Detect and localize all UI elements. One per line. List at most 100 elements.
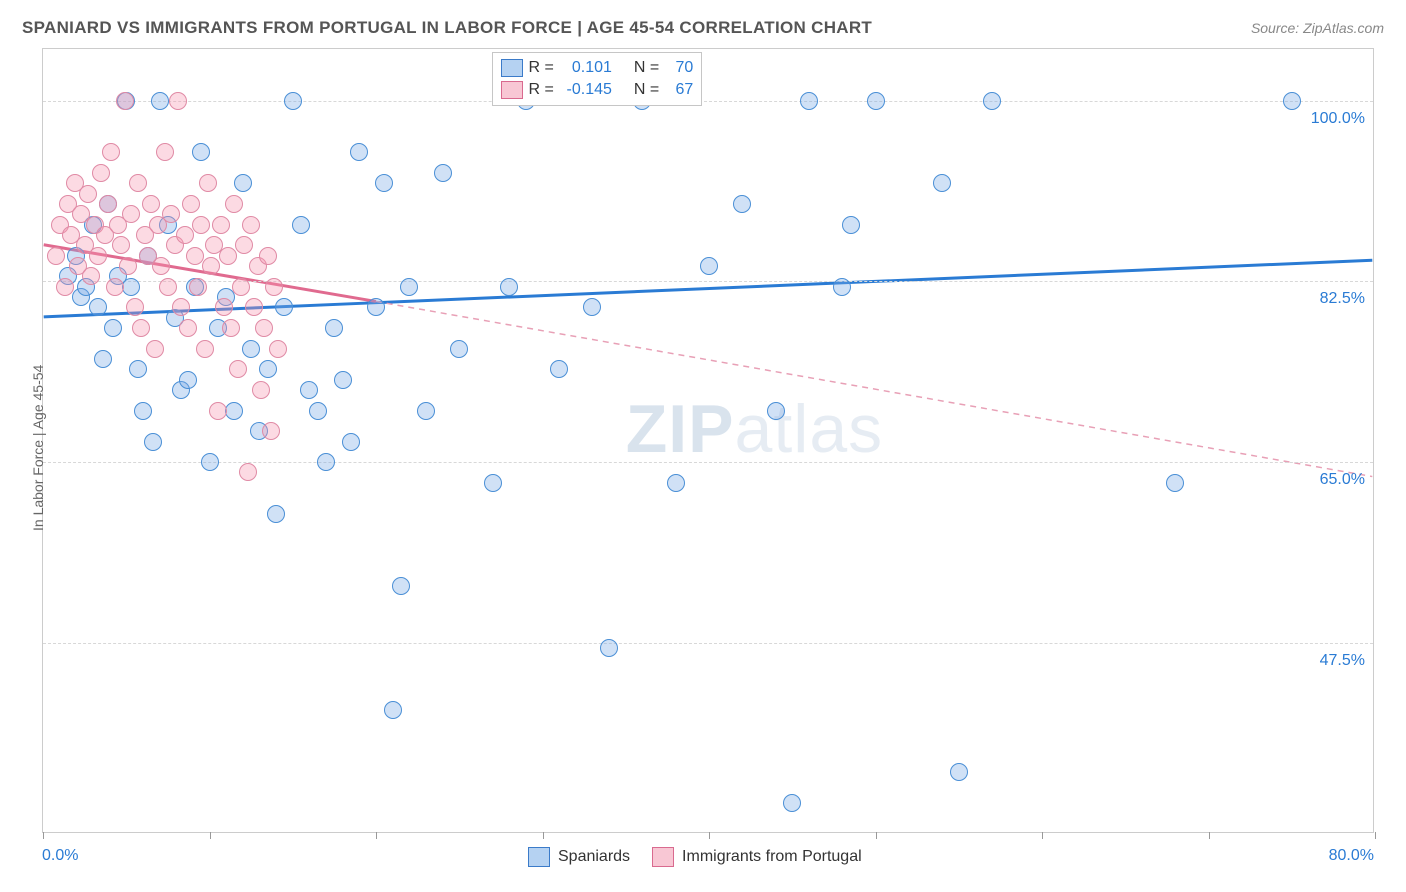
data-point xyxy=(102,143,120,161)
series-legend-item: Spaniards xyxy=(528,847,630,867)
data-point xyxy=(169,92,187,110)
data-point xyxy=(144,433,162,451)
data-point xyxy=(56,278,74,296)
data-point xyxy=(122,205,140,223)
data-point xyxy=(112,236,130,254)
data-point xyxy=(375,174,393,192)
grid-line xyxy=(43,462,1373,463)
data-point xyxy=(134,402,152,420)
y-tick-label: 47.5% xyxy=(1320,652,1365,670)
data-point xyxy=(119,257,137,275)
source-text: Source: ZipAtlas.com xyxy=(1251,20,1384,36)
data-point xyxy=(317,453,335,471)
data-point xyxy=(583,298,601,316)
data-point xyxy=(225,402,243,420)
data-point xyxy=(500,278,518,296)
data-point xyxy=(1283,92,1301,110)
trend-lines xyxy=(43,49,1373,832)
series-legend-item: Immigrants from Portugal xyxy=(652,847,862,867)
data-point xyxy=(116,92,134,110)
data-point xyxy=(159,278,177,296)
data-point xyxy=(242,340,260,358)
data-point xyxy=(199,174,217,192)
data-point xyxy=(222,319,240,337)
data-point xyxy=(242,216,260,234)
chart-title: SPANIARD VS IMMIGRANTS FROM PORTUGAL IN … xyxy=(22,18,872,38)
data-point xyxy=(92,164,110,182)
x-axis-max-label: 80.0% xyxy=(1329,847,1374,865)
data-point xyxy=(275,298,293,316)
data-point xyxy=(239,463,257,481)
y-tick-label: 82.5% xyxy=(1320,290,1365,308)
data-point xyxy=(212,216,230,234)
x-tick xyxy=(43,832,44,839)
data-point xyxy=(209,402,227,420)
data-point xyxy=(245,298,263,316)
data-point xyxy=(182,195,200,213)
data-point xyxy=(196,340,214,358)
data-point xyxy=(172,298,190,316)
legend-swatch xyxy=(652,847,674,867)
data-point xyxy=(733,195,751,213)
y-tick-label: 100.0% xyxy=(1311,110,1365,128)
data-point xyxy=(235,236,253,254)
chart-plot-area: ZIPatlas 47.5%65.0%82.5%100.0% xyxy=(42,48,1374,833)
data-point xyxy=(259,247,277,265)
legend-swatch xyxy=(501,59,523,77)
x-tick xyxy=(1375,832,1376,839)
data-point xyxy=(334,371,352,389)
data-point xyxy=(259,360,277,378)
data-point xyxy=(152,257,170,275)
data-point xyxy=(192,143,210,161)
y-axis-label: In Labor Force | Age 45-54 xyxy=(30,364,46,530)
x-tick xyxy=(709,832,710,839)
data-point xyxy=(79,185,97,203)
data-point xyxy=(129,174,147,192)
data-point xyxy=(219,247,237,265)
legend-r-label: R = xyxy=(529,57,554,79)
data-point xyxy=(99,195,117,213)
data-point xyxy=(342,433,360,451)
data-point xyxy=(252,381,270,399)
legend-n-value: 67 xyxy=(665,79,693,101)
grid-line xyxy=(43,643,1373,644)
legend-row: R =0.101N =70 xyxy=(501,57,694,79)
series-legend: Spaniards Immigrants from Portugal xyxy=(528,847,862,867)
data-point xyxy=(292,216,310,234)
legend-n-value: 70 xyxy=(665,57,693,79)
x-tick xyxy=(1209,832,1210,839)
legend-swatch xyxy=(501,81,523,99)
legend-swatch xyxy=(528,847,550,867)
data-point xyxy=(106,278,124,296)
data-point xyxy=(392,577,410,595)
data-point xyxy=(215,298,233,316)
data-point xyxy=(933,174,951,192)
data-point xyxy=(201,453,219,471)
data-point xyxy=(229,360,247,378)
data-point xyxy=(89,298,107,316)
data-point xyxy=(367,298,385,316)
data-point xyxy=(265,278,283,296)
data-point xyxy=(842,216,860,234)
data-point xyxy=(176,226,194,244)
data-point xyxy=(417,402,435,420)
data-point xyxy=(232,278,250,296)
data-point xyxy=(833,278,851,296)
data-point xyxy=(255,319,273,337)
data-point xyxy=(202,257,220,275)
data-point xyxy=(186,247,204,265)
y-tick-label: 65.0% xyxy=(1320,471,1365,489)
data-point xyxy=(151,92,169,110)
data-point xyxy=(146,340,164,358)
data-point xyxy=(234,174,252,192)
x-tick xyxy=(876,832,877,839)
x-tick xyxy=(210,832,211,839)
x-tick xyxy=(543,832,544,839)
data-point xyxy=(434,164,452,182)
data-point xyxy=(89,247,107,265)
x-axis-min-label: 0.0% xyxy=(42,847,78,865)
data-point xyxy=(47,247,65,265)
data-point xyxy=(126,298,144,316)
data-point xyxy=(983,92,1001,110)
x-tick xyxy=(376,832,377,839)
